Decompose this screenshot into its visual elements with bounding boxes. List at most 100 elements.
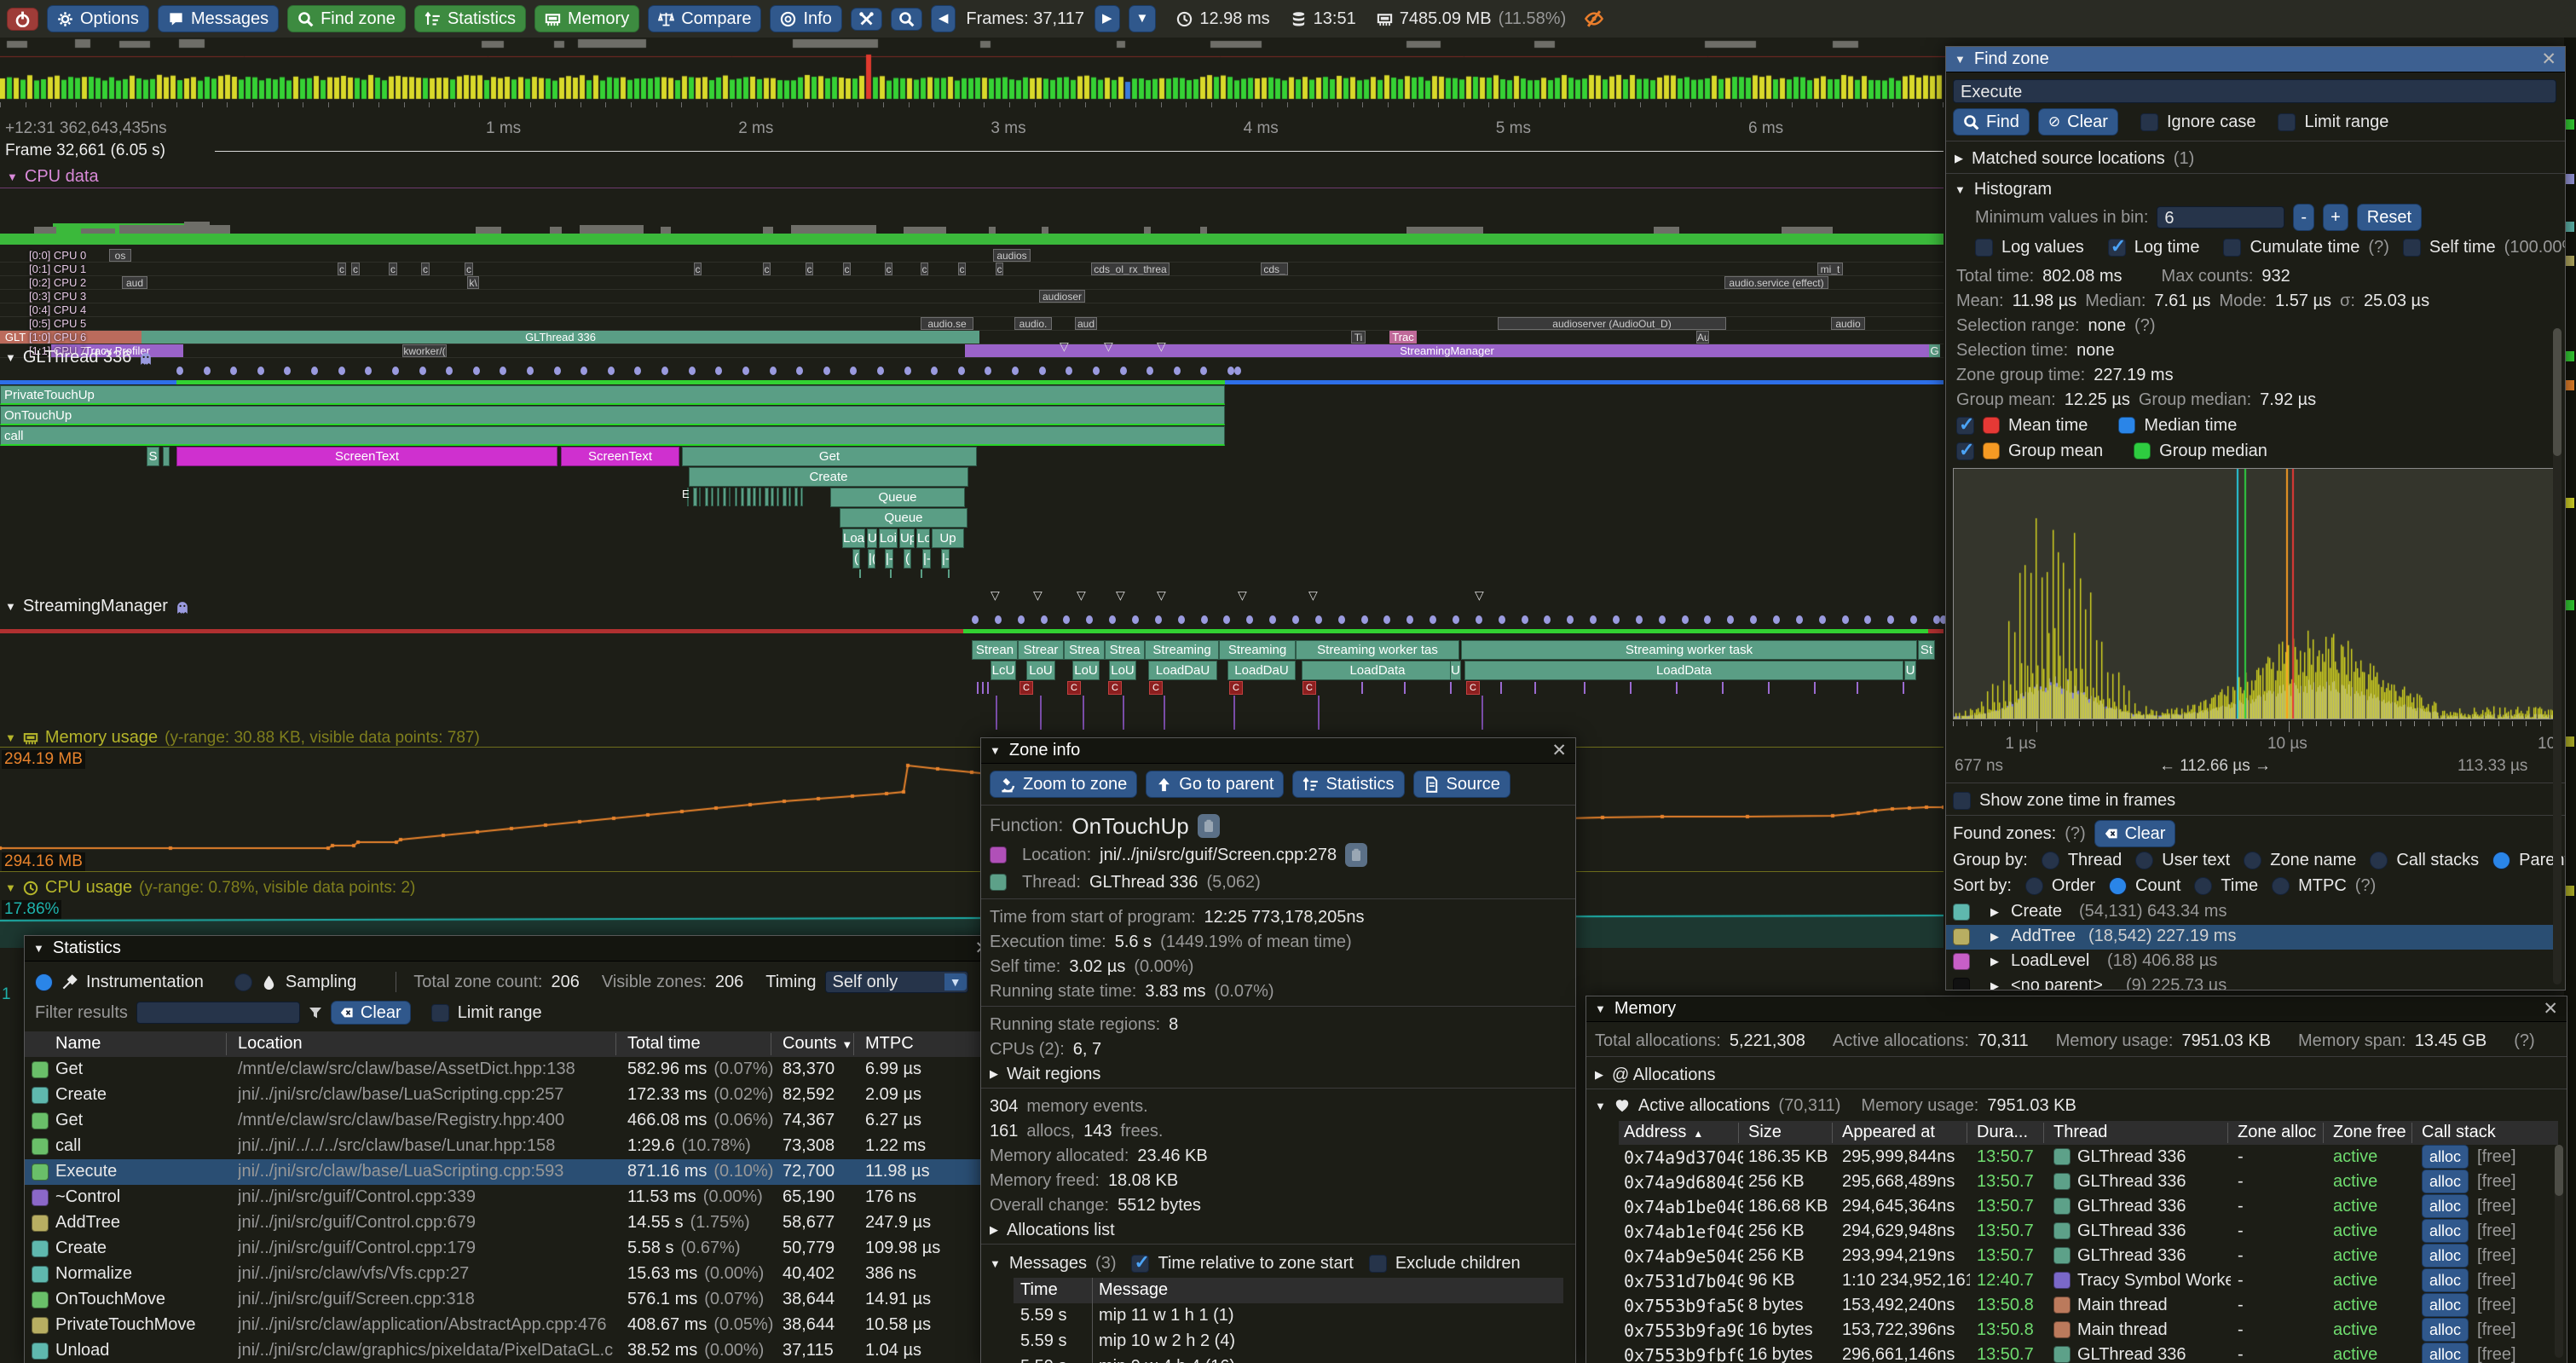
sample-dot[interactable] [527,367,534,375]
sample-dot[interactable] [931,367,939,375]
power-button[interactable] [7,7,38,31]
copy-button[interactable] [1345,843,1368,867]
zone[interactable]: Create [689,467,968,487]
zone[interactable]: Loi [879,528,898,548]
sample-dot[interactable] [1200,367,1208,375]
zone[interactable]: ( [852,549,860,569]
collapse-icon[interactable]: ▼ [5,731,16,744]
legend-checkbox[interactable] [1956,439,1974,461]
column-header[interactable]: Name [55,1034,101,1053]
limit-range-checkbox[interactable] [2278,113,2296,131]
statistics-button[interactable]: Statistics [1292,771,1405,798]
find-zone-scrollbar[interactable] [2553,328,2562,985]
sample-dot[interactable] [391,367,399,375]
frame-label[interactable]: Frame 32,661 (6.05 s) [5,141,165,159]
sample-dot[interactable] [1704,615,1712,624]
clear-button[interactable]: ⊘ Clear [2037,108,2118,136]
help-icon[interactable]: (?) [2514,1031,2535,1050]
zone[interactable]: LoU [1072,661,1100,680]
active-allocations-toggle[interactable]: ▼ Active allocations (70,311) Memory usage:… [1595,1094,2076,1118]
mode-radio[interactable] [234,973,252,991]
sample-dot[interactable] [1773,615,1780,624]
option-checkbox[interactable] [2107,235,2126,257]
group-by-radio[interactable] [2041,851,2059,869]
sample-dot[interactable] [446,367,453,375]
message-marker-icon[interactable]: ▽ [1157,339,1166,353]
options-button[interactable]: Options [47,5,149,32]
collapse-icon[interactable]: ▼ [5,881,16,894]
table-row[interactable]: Get/mnt/e/claw/src/claw/base/AssetDict.h… [25,1057,996,1083]
column-header[interactable]: Time [1020,1280,1058,1299]
matched-locations-toggle[interactable]: ▶ Matched source locations (1) [1955,147,2194,170]
sample-dot[interactable] [1314,615,1322,624]
sample-dot[interactable] [742,367,749,375]
sample-dot[interactable] [796,367,804,375]
minus-button[interactable]: - [2293,204,2315,231]
zone-fragment[interactable] [741,488,744,506]
zone[interactable]: call [0,426,1225,446]
message-row[interactable]: 5.59 s mip 11 w 1 h 1 (1) [1014,1303,1563,1329]
zone-info-titlebar[interactable]: ▼ Zone info ✕ [981,738,1575,764]
sample-dot[interactable] [284,367,292,375]
collapse-icon[interactable]: ▼ [990,744,1001,757]
column-header[interactable]: Zone alloc [2238,1123,2317,1141]
sample-dot[interactable] [1227,367,1234,375]
sample-dot[interactable] [176,367,183,375]
cpu-process-chip[interactable]: c [996,263,1003,275]
zone[interactable]: Streaming [1145,640,1219,660]
messages-button[interactable]: Messages [157,5,280,32]
cpu-process-chip[interactable]: audios [993,249,1031,262]
sample-dot[interactable] [1475,615,1482,624]
find-zone-button[interactable]: Find zone [287,5,406,32]
collapse-icon[interactable]: ▼ [1595,1002,1606,1015]
alloc-callstack-button[interactable]: alloc [2422,1318,2469,1342]
memory-titlebar[interactable]: ▼ Memory ✕ [1586,996,2567,1022]
zone[interactable]: LoadDaU [1148,661,1217,680]
table-row[interactable]: AddTree jni/../jni/src/guif/Control.cpp:6… [25,1210,996,1236]
c-mark[interactable]: C [1019,681,1033,695]
zone[interactable]: ScreenText [176,447,557,466]
sample-dot[interactable] [1498,615,1505,624]
sample-dot[interactable] [1038,367,1046,375]
cpu-zone-bar[interactable]: G [1929,344,1940,357]
sample-dot[interactable] [1544,615,1551,624]
sample-dot[interactable] [1430,615,1437,624]
alloc-callstack-button[interactable]: alloc [2422,1194,2469,1218]
sample-dot[interactable] [1154,615,1162,624]
cpu-process-chip[interactable]: audioser [1039,290,1085,303]
zone[interactable]: Queue [830,488,965,507]
cpu-process-chip[interactable]: c [843,263,851,275]
allocations-list-toggle[interactable]: ▶ Allocations list [990,1218,1115,1242]
cpu-process-chip[interactable]: c [806,263,813,275]
sample-dot[interactable] [1086,615,1094,624]
zone[interactable]: LcU [991,661,1016,680]
sample-dot[interactable] [607,367,615,375]
clear-found-button[interactable]: Clear [2094,820,2176,847]
cpu-process-chip[interactable]: cds_ [1261,263,1288,275]
sample-dot[interactable] [1521,615,1528,624]
ignore-case-checkbox[interactable] [2140,113,2158,131]
zone-fragment[interactable] [747,488,751,506]
cpu-usage-header[interactable]: ▼ CPU usage (y-range: 0.78%, visible data … [5,878,415,898]
sample-dot[interactable] [1453,615,1459,624]
column-header[interactable]: Thread [2053,1123,2108,1141]
cpu-process-chip[interactable]: Ti [1351,331,1366,344]
help-icon[interactable]: (?) [2065,823,2086,843]
cpu-process-chip[interactable]: os [109,249,131,262]
sample-dot[interactable] [1012,367,1019,375]
funnel-icon[interactable] [309,1006,322,1019]
legend-checkbox[interactable] [1956,413,1974,436]
column-header[interactable]: Call stack [2422,1123,2496,1141]
cpu-process-chip[interactable]: c [465,263,473,275]
statistics-titlebar[interactable]: ▼Statistics✕ [25,936,998,962]
zoom-to-zone-button[interactable]: Zoom to zone [990,771,1138,798]
zone[interactable]: LoadData [1464,661,1903,680]
zone[interactable]: Queue [840,508,967,528]
cpu-process-chip[interactable]: c [338,263,346,275]
allocation-row[interactable]: 0x7531d7b040 96 KB 1:10 234,952,161 12:40.7… [1586,1268,2558,1293]
zone[interactable]: St [1918,640,1935,660]
compare-button[interactable]: Compare [648,5,762,32]
sort-by-radio[interactable] [2272,876,2290,895]
chevron-right-icon[interactable]: ▶ [1955,152,1963,165]
sample-dot[interactable] [688,367,696,375]
